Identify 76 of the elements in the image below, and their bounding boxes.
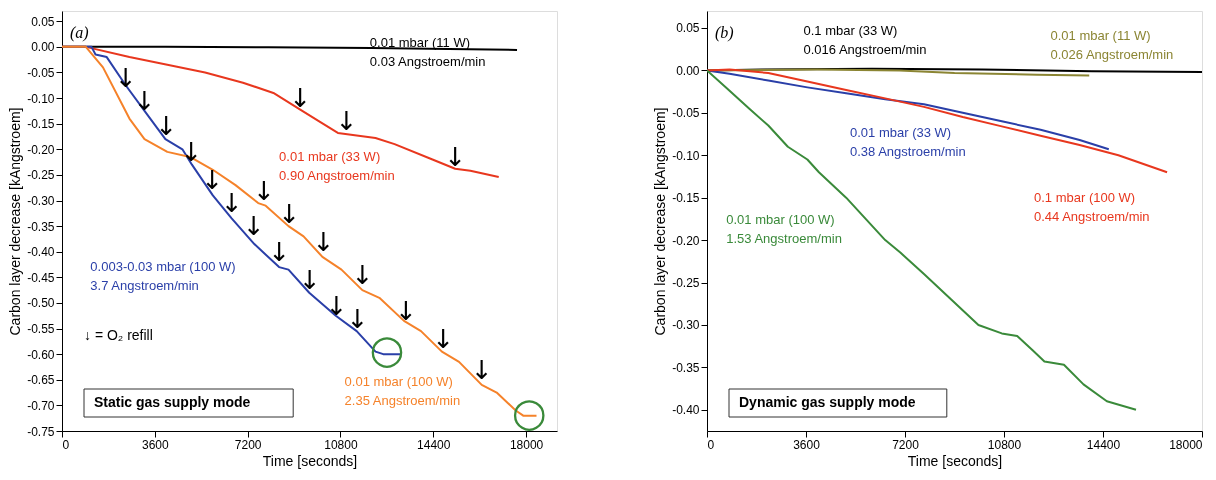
annotation: ↓ [351, 260, 374, 291]
x-tick-label: 0 [707, 437, 715, 452]
y-tick-label: 0.05 [676, 21, 700, 36]
annotation: ↓ [335, 106, 358, 137]
y-tick-label: -0.70 [27, 398, 55, 413]
y-tick-label: 0.00 [31, 40, 55, 55]
x-tick-label: 18000 [509, 437, 544, 452]
series-label: 0.1 mbar (100 W) 0.44 Angstroem/min [1033, 189, 1150, 224]
y-tick-label: -0.30 [27, 194, 55, 209]
y-tick-label: -0.50 [27, 296, 55, 311]
x-tick-label: 10800 [324, 437, 358, 452]
x-tick-label: 0 [62, 437, 70, 452]
x-tick-label: 18000 [1169, 437, 1203, 452]
annotation: ↓ [289, 83, 312, 114]
annotation: ↓ [201, 165, 223, 196]
y-tick-label: -0.05 [27, 65, 55, 80]
series-label: 0.01 mbar (11 W) 0.03 Angstroem/min [369, 35, 486, 70]
annotation: (b) [715, 24, 734, 42]
y-tick-label: 0.00 [676, 63, 700, 78]
annotation: ↓ [395, 295, 417, 326]
y-tick-label: -0.75 [27, 424, 55, 439]
annotation: ↓ [242, 211, 265, 242]
annotation: ↓ [268, 236, 290, 267]
y-tick-label: -0.55 [27, 322, 55, 337]
annotation: ↓ [444, 142, 467, 173]
series-label: 0.01 mbar (33 W) 0.38 Angstroem/min [850, 125, 966, 160]
y-tick-label: -0.60 [27, 347, 55, 362]
y-tick-label: -0.30 [672, 318, 700, 333]
series-label: 0.01 mbar (33 W) 0.90 Angstroem/min [279, 148, 395, 183]
series-label: 0.003-0.03 mbar (100 W) 3.7 Angstroem/min [90, 259, 236, 294]
annotation: Static gas supply mode [94, 394, 251, 410]
series-label: 0.01 mbar (11 W) 0.026 Angstroem/min [1050, 27, 1174, 62]
annotation: ↓ [346, 303, 369, 334]
y-tick-label: -0.40 [672, 403, 700, 418]
y-tick-label: -0.25 [672, 276, 700, 291]
annotation: ↓ [298, 265, 321, 296]
y-tick-label: -0.15 [27, 117, 55, 132]
annotation: (a) [70, 24, 89, 42]
y-tick-label: -0.05 [672, 106, 700, 121]
y-axis-title: Carbon layer decrease [kAngstroem] [652, 107, 669, 336]
x-tick-label: 3600 [793, 437, 821, 452]
annotation: ↓ [220, 188, 243, 219]
annotation: ↓ [312, 226, 335, 257]
annotation: ↓ [470, 354, 493, 385]
annotation: ↓ [432, 324, 454, 355]
y-tick-label: -0.45 [27, 270, 55, 285]
line-series [707, 68, 1169, 174]
x-tick-label: 14400 [417, 437, 451, 452]
series-label: 0.01 mbar (100 W) 2.35 Angstroem/min [344, 374, 461, 409]
series-label: 0.01 mbar (100 W) 1.53 Angstroem/min [726, 211, 842, 246]
y-tick-label: -0.35 [27, 219, 55, 234]
y-tick-label: -0.25 [27, 168, 55, 183]
y-axis-title: Carbon layer decrease [kAngstroem] [7, 107, 24, 336]
x-tick-label: 10800 [987, 437, 1022, 452]
annotation: ↓ [252, 175, 275, 206]
annotation: ↓ [325, 290, 348, 321]
y-tick-label: -0.40 [27, 245, 55, 260]
x-tick-label: 7200 [892, 437, 920, 452]
annotation: ↓ [278, 198, 301, 229]
y-tick-label: -0.35 [672, 360, 700, 375]
y-tick-label: -0.20 [27, 142, 55, 157]
y-tick-label: -0.10 [27, 91, 55, 106]
x-tick-label: 14400 [1086, 437, 1121, 452]
y-tick-label: 0.05 [31, 14, 55, 29]
annotation: Dynamic gas supply mode [739, 394, 916, 410]
y-tick-label: -0.10 [672, 148, 700, 163]
annotation: ↓ [155, 111, 178, 142]
y-tick-label: -0.65 [27, 373, 55, 388]
series-label: 0.1 mbar (33 W) 0.016 Angstroem/min [803, 23, 927, 58]
x-axis-title: Time [seconds] [262, 452, 358, 469]
y-tick-label: -0.20 [672, 233, 700, 248]
x-axis-title: Time [seconds] [907, 452, 1003, 469]
x-tick-label: 3600 [141, 437, 169, 452]
x-tick-label: 7200 [234, 437, 262, 452]
y-tick-label: -0.15 [672, 191, 700, 206]
annotation: ↓ = O₂ refill [84, 327, 153, 343]
